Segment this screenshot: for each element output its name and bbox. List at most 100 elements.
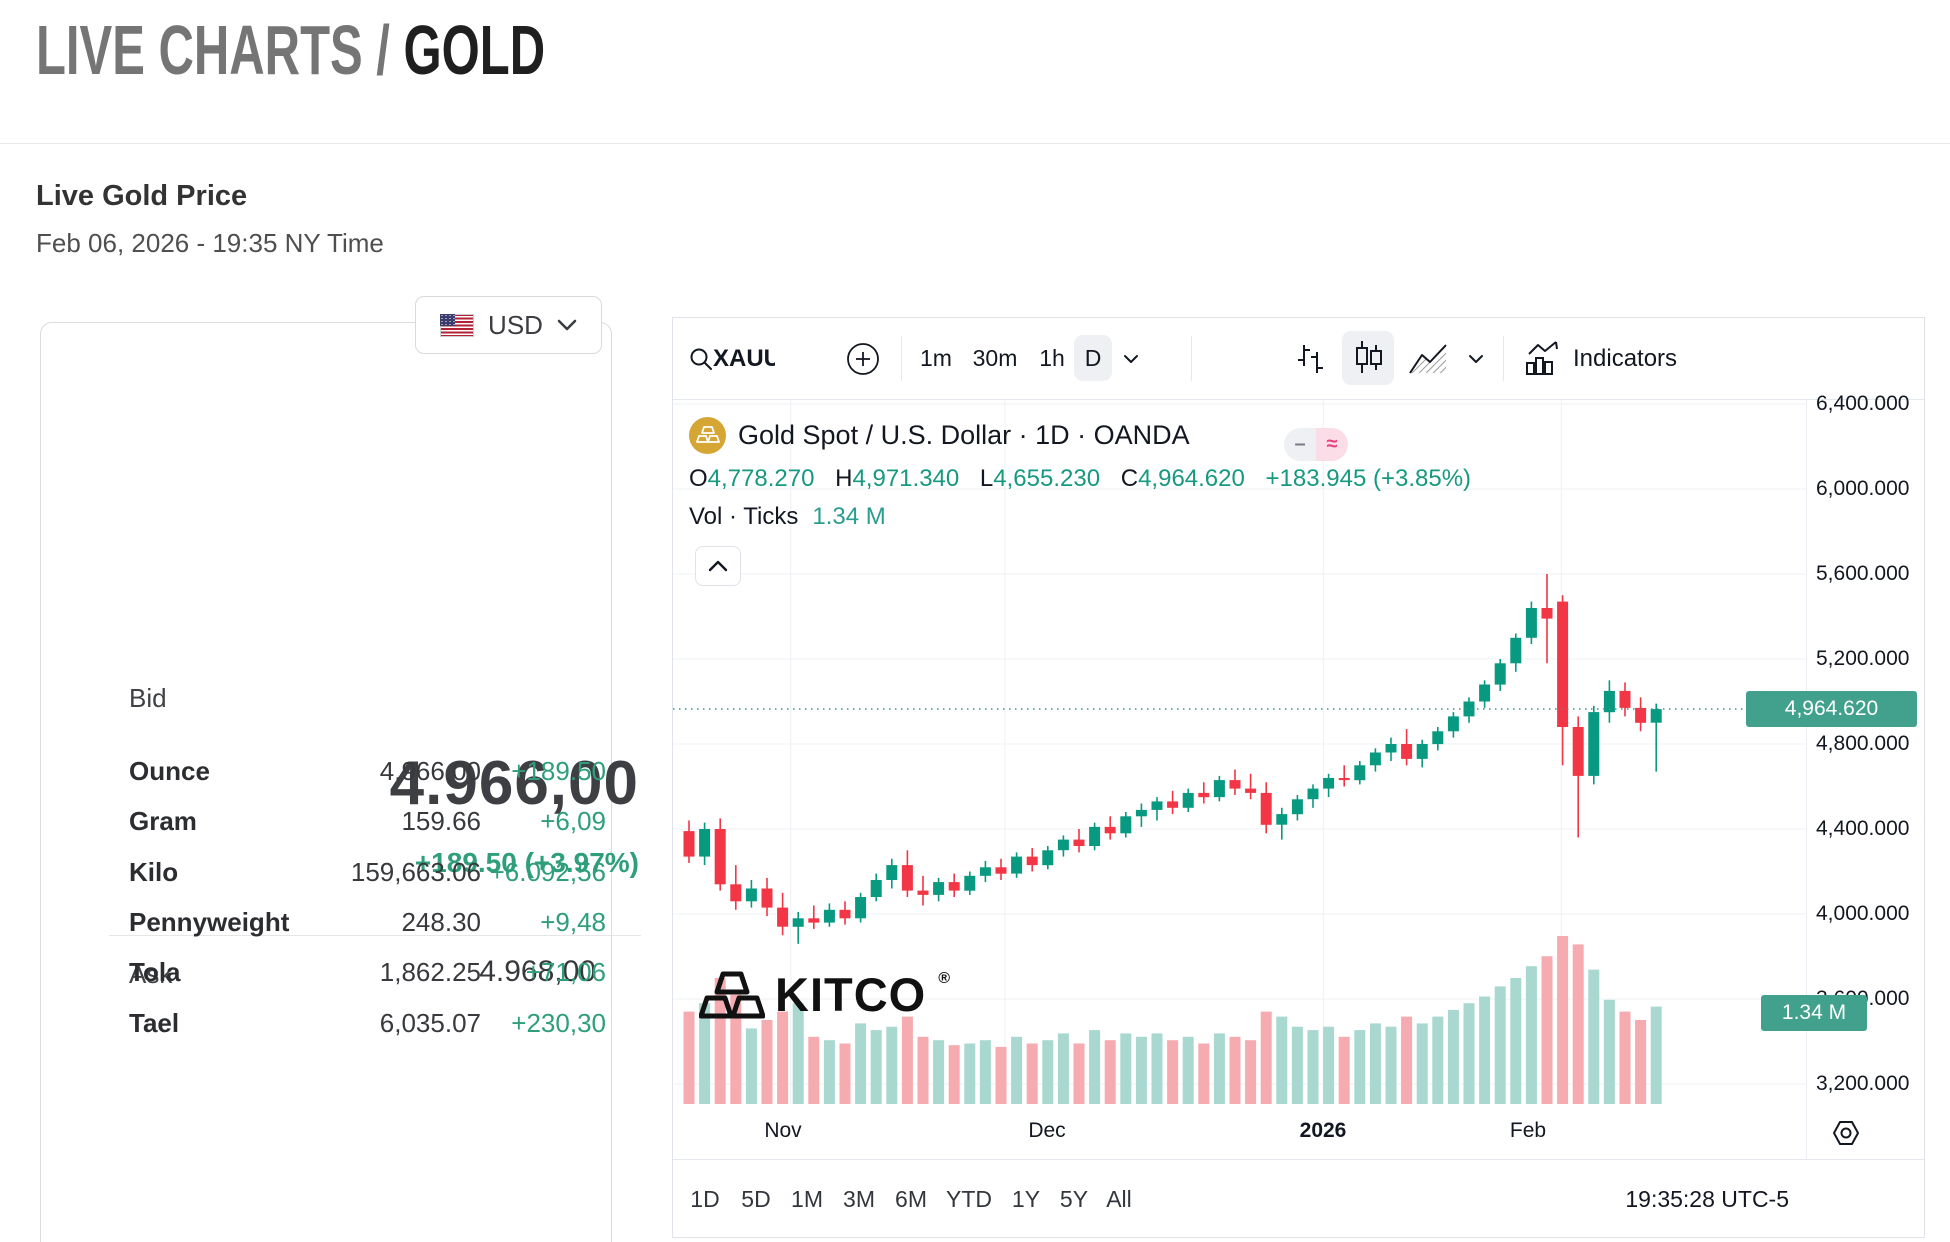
breadcrumb-gold: GOLD bbox=[403, 11, 546, 89]
unit-label: Tael bbox=[129, 1007, 180, 1038]
bid-change: +189.50 (+3.97%) bbox=[414, 847, 639, 878]
approx-values-pill[interactable]: ≈ bbox=[1316, 428, 1348, 461]
price-tick-label: 6,000.000 bbox=[1816, 477, 1910, 500]
candlestick-chart-canvas[interactable] bbox=[673, 400, 1806, 1104]
chart-widget: XAUUSD 1m 30m 1h D bbox=[672, 317, 1925, 1238]
unit-change: +6,09 bbox=[540, 806, 606, 837]
range-button-3M[interactable]: 3M bbox=[843, 1185, 875, 1212]
bars-style-icon[interactable] bbox=[1291, 318, 1329, 399]
us-flag-icon bbox=[440, 313, 475, 337]
candlestick-icon bbox=[1356, 341, 1382, 373]
time-tick-label-Feb: Feb bbox=[1509, 1119, 1547, 1142]
unit-label: Pennyweight bbox=[129, 906, 290, 937]
time-tick-label-2026: 2026 bbox=[1299, 1119, 1347, 1142]
card-divider bbox=[109, 935, 641, 936]
currency-select[interactable]: USD bbox=[415, 296, 602, 354]
range-button-1D[interactable]: 1D bbox=[690, 1185, 720, 1212]
symbol-search-input[interactable]: XAUUSD bbox=[713, 344, 775, 372]
range-selector-bar: 1D 5D 1M 3M 6M YTD 1Y 5Y All 19:35:28 UTC-5 bbox=[673, 1160, 1924, 1238]
price-axis[interactable]: 6,400.000 6,000.000 5,600.000 5,200.000 4,80… bbox=[1806, 392, 1925, 1104]
hide-symbol-pill[interactable]: – bbox=[1284, 428, 1316, 461]
ohlc-readout: O4,778.270 H4,971.340 L4,655.230 C4,964.… bbox=[689, 465, 1471, 493]
panel-datetime: Feb 06, 2026 - 19:35 NY Time bbox=[36, 228, 384, 258]
price-tick-label: 5,600.000 bbox=[1816, 562, 1910, 585]
low-value: 4,655.230 bbox=[993, 465, 1101, 492]
price-tick-label: 4,400.000 bbox=[1816, 817, 1910, 840]
search-icon[interactable] bbox=[686, 318, 716, 399]
price-tick-label: 4,800.000 bbox=[1816, 732, 1910, 755]
unit-label: Gram bbox=[129, 806, 197, 837]
toolbar-divider bbox=[1191, 336, 1192, 381]
high-value: 4,971.340 bbox=[852, 465, 960, 492]
close-label: C bbox=[1120, 465, 1139, 492]
indicators-button[interactable]: Indicators bbox=[1573, 344, 1678, 372]
range-button-5Y[interactable]: 5Y bbox=[1059, 1185, 1089, 1212]
gold-symbol-icon bbox=[689, 416, 726, 454]
time-axis[interactable]: Nov Dec 2026 Feb bbox=[673, 1106, 1924, 1160]
unit-label: Ounce bbox=[129, 756, 210, 786]
page-title: LIVE CHARTS / GOLD bbox=[36, 10, 545, 90]
price-axis-separator bbox=[1806, 400, 1807, 1159]
unit-value: 4.966,00 bbox=[379, 756, 481, 786]
interval-button-1m[interactable]: 1m bbox=[920, 345, 952, 371]
bid-price: 4.966,00 bbox=[389, 749, 639, 818]
unit-label: Kilo bbox=[129, 856, 179, 887]
chart-clock[interactable]: 19:35:28 UTC-5 bbox=[1625, 1185, 1789, 1212]
bid-label: Bid bbox=[129, 683, 167, 713]
chevron-down-icon bbox=[557, 319, 577, 331]
range-button-YTD[interactable]: YTD bbox=[946, 1185, 992, 1212]
high-label: H bbox=[835, 465, 853, 492]
volume-value: 1.34 M bbox=[812, 503, 886, 530]
kitco-watermark: KITCO ® bbox=[699, 967, 950, 1022]
area-style-icon[interactable] bbox=[1407, 318, 1449, 399]
chart-settings-button[interactable] bbox=[1823, 1113, 1869, 1153]
kitco-gold-bars-icon bbox=[699, 971, 765, 1018]
low-label: L bbox=[979, 465, 994, 492]
legend-visibility-pills[interactable]: – ≈ bbox=[1284, 428, 1348, 461]
panel-heading: Live Gold Price bbox=[36, 180, 248, 212]
volume-readout: Vol · Ticks 1.34 M bbox=[689, 503, 886, 531]
compare-add-button[interactable] bbox=[845, 318, 881, 399]
range-button-5D[interactable]: 5D bbox=[741, 1185, 771, 1212]
interval-button-1h[interactable]: 1h bbox=[1039, 345, 1065, 371]
toolbar-divider bbox=[901, 336, 902, 381]
interval-button-D[interactable]: D bbox=[1074, 335, 1112, 381]
range-button-All[interactable]: All bbox=[1106, 1185, 1132, 1212]
unit-change: +71,06 bbox=[525, 957, 606, 988]
interval-chevron-down-icon[interactable] bbox=[1117, 318, 1145, 399]
chart-toolbar: XAUUSD 1m 30m 1h D bbox=[673, 318, 1924, 400]
unit-value: 159,663.06 bbox=[350, 856, 481, 887]
volume-label: Vol · Ticks bbox=[689, 503, 799, 530]
chart-legend: Gold Spot / U.S. Dollar · 1D · OANDA bbox=[689, 416, 1190, 454]
price-tick-label: 5,200.000 bbox=[1816, 647, 1910, 670]
unit-change: +9,48 bbox=[540, 906, 606, 937]
unit-value: 159.66 bbox=[401, 806, 481, 837]
unit-label: Tola bbox=[129, 957, 181, 988]
time-tick-label-Dec: Dec bbox=[1028, 1119, 1066, 1142]
registered-mark: ® bbox=[938, 969, 951, 987]
change-value: +183.945 (+3.85%) bbox=[1265, 465, 1472, 492]
collapse-legend-button[interactable] bbox=[695, 546, 741, 586]
price-tick-label: 3,200.000 bbox=[1816, 1072, 1910, 1095]
range-button-1M[interactable]: 1M bbox=[791, 1185, 823, 1212]
style-chevron-down-icon[interactable] bbox=[1462, 318, 1490, 399]
volume-badge: 1.34 M bbox=[1761, 995, 1867, 1031]
price-tick-label: 6,400.000 bbox=[1816, 392, 1910, 415]
time-tick-label-Nov: Nov bbox=[764, 1119, 802, 1142]
price-tick-label: 4,000.000 bbox=[1816, 902, 1910, 925]
interval-button-30m[interactable]: 30m bbox=[972, 345, 1018, 371]
legend-title[interactable]: Gold Spot / U.S. Dollar · 1D · OANDA bbox=[738, 419, 1190, 450]
range-button-6M[interactable]: 6M bbox=[895, 1185, 927, 1212]
breadcrumb-live-charts: LIVE CHARTS / bbox=[36, 11, 390, 89]
unit-value: 6,035.07 bbox=[379, 1007, 481, 1038]
unit-change: +189.50 bbox=[511, 756, 606, 786]
gear-icon bbox=[1833, 1121, 1859, 1145]
currency-label: USD bbox=[488, 309, 543, 340]
open-value: 4,778.270 bbox=[707, 465, 815, 492]
range-button-1Y[interactable]: 1Y bbox=[1011, 1185, 1041, 1212]
candles-style-button-active[interactable] bbox=[1342, 331, 1394, 385]
indicators-icon[interactable] bbox=[1521, 318, 1563, 399]
unit-value: 248.30 bbox=[401, 906, 481, 937]
unit-value: 1,862.25 bbox=[379, 957, 481, 988]
